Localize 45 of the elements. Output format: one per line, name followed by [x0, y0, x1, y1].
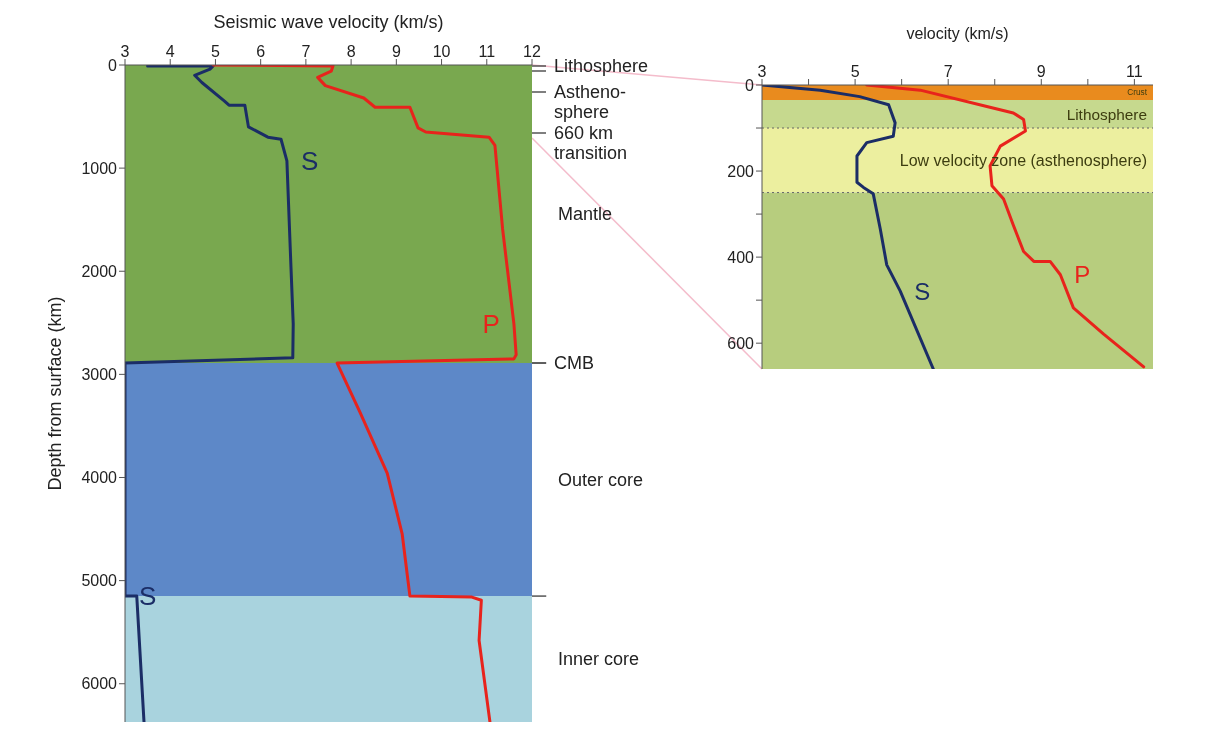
x-tick-label: 5	[210, 43, 220, 60]
x-tick-label: 9	[391, 43, 401, 60]
series-label: S	[139, 581, 157, 612]
y-tick-label: 0	[745, 76, 755, 94]
y-tick-label: 400	[727, 248, 755, 266]
band-label: Outer core	[558, 469, 644, 490]
x-tick-label: 12	[523, 43, 541, 60]
x-tick-label: 5	[850, 63, 860, 80]
text: S	[300, 146, 319, 177]
band-label: Lithosphere	[1066, 105, 1147, 123]
x-tick-label: 8	[346, 43, 356, 60]
y-tick-label: 200	[727, 162, 755, 180]
band-label: Inner core	[558, 649, 640, 670]
x-axis-title: Seismic wave velocity (km/s)	[213, 11, 444, 32]
text: CMB	[554, 353, 594, 374]
band-label: Low velocity zone (asthenosphere)	[899, 151, 1147, 169]
y-tick-label: 6000	[81, 675, 118, 693]
x-tick-label: 10	[432, 43, 451, 60]
y-tick-label: 4000	[81, 469, 118, 487]
x-tick-label: 3	[757, 63, 767, 80]
y-tick-label: 3000	[81, 366, 118, 384]
text: 660 km transition	[554, 123, 628, 164]
text: Astheno- sphere	[554, 82, 627, 123]
x-tick-label: 3	[120, 43, 130, 60]
text: Lithosphere	[554, 56, 649, 77]
x-tick-label: 7	[943, 63, 953, 80]
y-tick-label: 1000	[81, 159, 118, 177]
x-tick-label: 11	[1126, 63, 1143, 80]
y-axis-title: Depth from surface (km)	[45, 296, 66, 491]
line-series	[865, 85, 1146, 369]
y-tick-label: 5000	[81, 572, 118, 590]
series-label: P	[482, 309, 500, 340]
x-tick-label: 4	[165, 43, 175, 60]
x-tick-label: 11	[478, 43, 496, 60]
y-tick-label: 600	[727, 334, 755, 352]
x-tick-label: 6	[256, 43, 266, 60]
series-label: P	[1074, 261, 1091, 289]
y-tick-label: 2000	[81, 262, 118, 280]
band-label: Crust	[1127, 88, 1148, 98]
band-label: Mantle	[558, 204, 613, 225]
x-axis-title: velocity (km/s)	[906, 25, 1009, 43]
x-tick-label: 9	[1036, 63, 1046, 80]
y-tick-label: 0	[108, 56, 118, 74]
series-label: S	[914, 277, 931, 305]
x-tick-label: 7	[301, 43, 311, 60]
